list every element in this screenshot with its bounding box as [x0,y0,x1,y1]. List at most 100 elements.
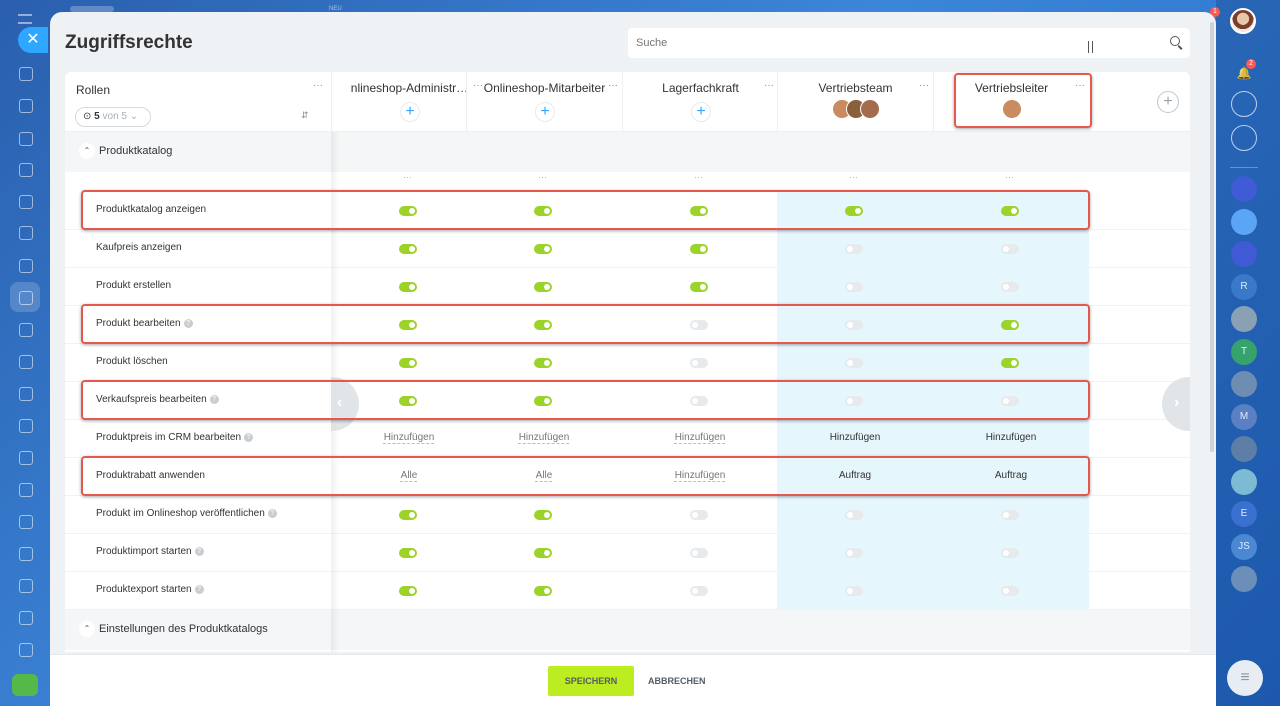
chat-e[interactable]: E [1231,501,1257,527]
permission-value-dropdown[interactable]: Hinzufügen [829,432,881,443]
toggle-off[interactable] [1001,244,1019,254]
toggle-off[interactable] [845,548,863,558]
permission-value-dropdown[interactable]: Alle [400,470,418,481]
toggle-on[interactable] [534,510,552,520]
permission-value-dropdown[interactable]: Hinzufügen [383,432,435,443]
column-options-icon[interactable]: ··· [694,172,703,182]
toggle-on[interactable] [399,282,417,292]
save-button[interactable]: SPEICHERN [548,666,634,696]
analytics-icon[interactable] [17,481,33,497]
calendar-icon[interactable] [17,161,33,177]
toggle-off[interactable] [690,358,708,368]
toggle-on[interactable] [534,244,552,254]
column-options-icon[interactable]: ··· [1005,172,1014,182]
role-name[interactable]: Vertriebsteam [818,81,893,95]
toggle-on[interactable] [399,396,417,406]
toggle-off[interactable] [690,320,708,330]
role-name[interactable]: Vertriebsleiter [974,81,1049,95]
toggle-off[interactable] [1001,510,1019,520]
help-icon[interactable]: ? [209,394,219,404]
chat-bubble-icon[interactable] [1231,125,1257,151]
toggle-off[interactable] [1001,548,1019,558]
contacts-icon[interactable] [17,353,33,369]
menu-icon[interactable] [18,14,32,24]
sort-icon[interactable]: ⇵ [301,110,309,120]
chat-photo-2[interactable] [1231,371,1257,397]
column-more-icon[interactable]: ··· [473,80,483,91]
bell-icon[interactable]: 🔔 [1236,66,1252,80]
toggle-on[interactable] [690,206,708,216]
documents-icon[interactable] [17,193,33,209]
automation-icon[interactable] [17,449,33,465]
sites-icon[interactable] [17,417,33,433]
toggle-off[interactable] [845,320,863,330]
role-name[interactable]: Onlineshop-Mitarbeiter [483,81,606,95]
toggle-off[interactable] [845,396,863,406]
cancel-button[interactable]: ABBRECHEN [640,666,714,696]
add-role-button[interactable]: + [1157,91,1179,113]
add-member-button[interactable]: + [691,102,711,122]
chat-blue-icon[interactable] [1231,208,1257,235]
toggle-on[interactable] [534,206,552,216]
toggle-on[interactable] [399,510,417,520]
mail-icon[interactable] [17,321,33,337]
toggle-on[interactable] [690,244,708,254]
chat-photo-4[interactable] [1231,468,1257,495]
toggle-off[interactable] [1001,282,1019,292]
shield-icon[interactable] [17,385,33,401]
toggle-on[interactable] [1001,206,1019,216]
toggle-off[interactable] [690,586,708,596]
toggle-off[interactable] [845,244,863,254]
permission-value-dropdown[interactable]: Hinzufügen [674,432,726,443]
toggle-off[interactable] [1001,396,1019,406]
column-more-icon[interactable]: ··· [919,80,929,91]
toggle-on[interactable] [534,548,552,558]
toggle-on[interactable] [399,244,417,254]
tasks-icon[interactable] [17,224,33,240]
search-icon[interactable] [1170,36,1180,46]
column-options-icon[interactable]: ··· [538,172,547,182]
copilot-icon[interactable] [1231,91,1257,117]
toggle-on[interactable] [1001,358,1019,368]
toggle-on[interactable] [534,282,552,292]
role-name[interactable]: Lagerfachkraft [662,81,739,95]
search-input[interactable] [628,28,1190,58]
permission-value-dropdown[interactable]: Hinzufügen [518,432,570,443]
chat-t[interactable]: T [1231,338,1257,365]
toggle-off[interactable] [690,510,708,520]
chat-icon[interactable] [17,130,33,146]
help-icon[interactable]: ? [267,508,277,518]
toggle-off[interactable] [690,548,708,558]
roles-filter[interactable]: ⊙ 5 von 5 ⌄ [75,107,151,127]
toggle-on[interactable] [399,586,417,596]
role-name[interactable]: nlineshop-Administr… [350,81,469,95]
toggle-on[interactable] [1001,320,1019,330]
search-box[interactable] [628,28,1190,58]
permission-value-dropdown[interactable]: Hinzufügen [674,470,726,481]
booking-icon[interactable] [17,545,33,561]
crm-funnel-icon[interactable] [17,289,33,305]
vertical-scrollbar[interactable] [1210,22,1214,452]
toggle-on[interactable] [399,206,417,216]
toggle-on[interactable] [399,358,417,368]
permission-value-dropdown[interactable]: Auftrag [994,470,1028,481]
inventory-icon[interactable] [17,609,33,625]
shop-icon[interactable] [17,513,33,529]
toggle-on[interactable] [399,548,417,558]
column-options-icon[interactable]: ··· [849,172,858,182]
toggle-on[interactable] [399,320,417,330]
column-more-icon[interactable]: ··· [764,80,774,91]
add-member-button[interactable]: + [400,102,420,122]
toggle-off[interactable] [1001,586,1019,596]
help-icon[interactable]: ? [194,546,204,556]
chat-r[interactable]: R [1231,273,1257,300]
crm-chat-icon[interactable] [1231,176,1257,202]
toggle-on[interactable] [534,396,552,406]
toggle-on[interactable] [534,320,552,330]
chat-photo-3[interactable] [1231,436,1257,462]
user-avatar[interactable] [1230,8,1256,34]
chat-m[interactable]: M [1231,403,1257,430]
column-more-icon[interactable]: ··· [1075,80,1085,91]
help-icon[interactable]: ? [194,584,204,594]
toggle-off[interactable] [690,396,708,406]
